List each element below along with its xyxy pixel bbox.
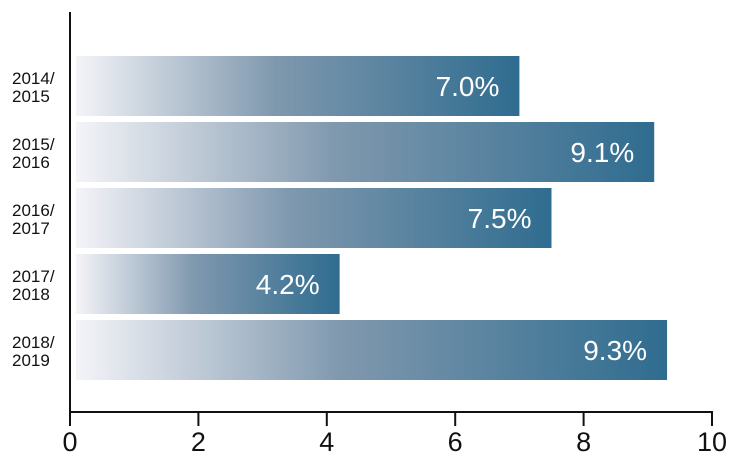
data-label-2: 7.5% (468, 203, 532, 234)
data-label-3: 4.2% (256, 269, 320, 300)
bar-1 (76, 122, 655, 182)
x-tick-label-0: 0 (62, 427, 77, 457)
x-tick-label-3: 6 (448, 427, 463, 457)
category-label-1: 2015/2016 (12, 135, 55, 172)
category-label-3: 2017/2018 (12, 267, 55, 304)
category-label-2: 2016/2017 (12, 201, 55, 238)
data-label-0: 7.0% (436, 71, 500, 102)
bar-3 (76, 254, 340, 314)
category-labels-layer: 2014/2015 2015/2016 2016/2017 2017/2018 2018… (12, 69, 55, 370)
x-tick-label-5: 10 (697, 427, 727, 457)
category-label-4: 2018/2019 (12, 333, 55, 370)
category-label-0: 2014/2015 (12, 69, 55, 106)
data-labels-layer: 7.0% 9.1% 7.5% 4.2% 9.3% (256, 71, 647, 366)
bar-2 (76, 188, 552, 248)
axes-layer: 0 2 4 6 8 10 (62, 12, 727, 457)
x-tick-label-4: 8 (576, 427, 591, 457)
bars-layer (76, 56, 668, 380)
data-label-1: 9.1% (570, 137, 634, 168)
x-tick-label-2: 4 (319, 427, 334, 457)
x-tick-label-1: 2 (191, 427, 206, 457)
data-label-4: 9.3% (583, 335, 647, 366)
bar-0 (76, 56, 520, 116)
bar-4 (76, 320, 668, 380)
